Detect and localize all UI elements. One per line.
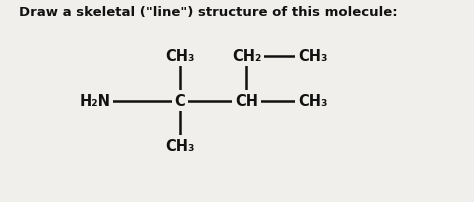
Text: H₂N: H₂N [79,94,110,108]
Text: CH₂: CH₂ [232,49,261,64]
Text: CH: CH [235,94,258,108]
Text: C: C [175,94,185,108]
Text: CH₃: CH₃ [298,49,328,64]
Text: CH₃: CH₃ [165,49,195,64]
Text: CH₃: CH₃ [165,138,195,153]
Text: Draw a skeletal ("line") structure of this molecule:: Draw a skeletal ("line") structure of th… [19,6,398,19]
Text: CH₃: CH₃ [298,94,328,108]
